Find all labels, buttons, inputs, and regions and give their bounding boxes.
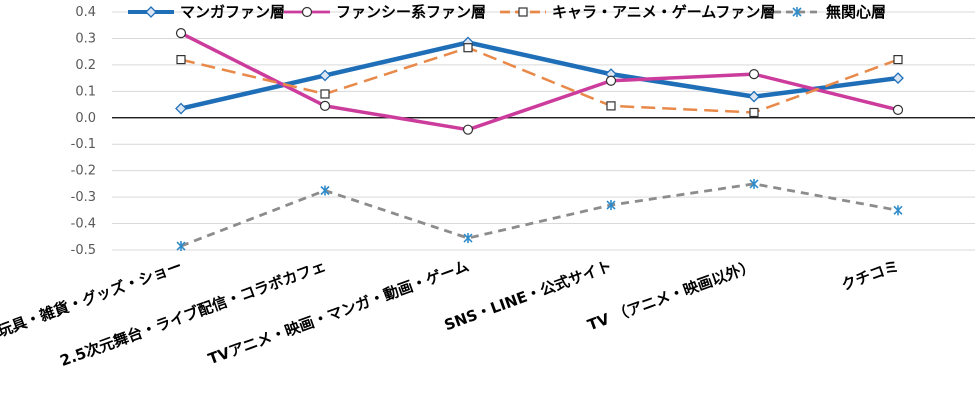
legend-marker <box>301 6 313 18</box>
series-line <box>180 40 899 111</box>
y-tick-label: 0.1 <box>75 84 96 99</box>
y-tick-label: -0.4 <box>71 217 96 232</box>
series-line <box>180 31 899 132</box>
data-point <box>606 101 616 111</box>
data-point <box>892 104 904 115</box>
y-tick-label: 0.3 <box>75 31 96 46</box>
legend-label: キャラ・アニメ・ゲームファン層 <box>552 3 775 21</box>
data-point <box>748 69 760 80</box>
data-point <box>319 100 331 111</box>
legend-item: 無関心層 <box>774 3 886 21</box>
y-tick-label: -0.3 <box>71 190 96 205</box>
y-tick-label: 0.4 <box>75 5 96 20</box>
data-point <box>320 89 330 99</box>
legend-marker <box>518 7 528 17</box>
category-label: TVアニメ・映画・マンガ・動画・ゲーム <box>206 257 472 368</box>
series-line <box>180 182 899 248</box>
category-label: クチコミ <box>839 257 902 294</box>
y-tick-label: 0.2 <box>75 58 96 73</box>
legend-label: マンガファン層 <box>180 3 285 21</box>
y-tick-label: -0.5 <box>71 243 96 258</box>
data-point <box>605 75 617 86</box>
series-line <box>180 46 899 114</box>
data-point <box>176 54 186 65</box>
data-point <box>893 54 903 65</box>
data-point <box>748 90 760 103</box>
data-point <box>175 102 187 115</box>
legend-item: キャラ・アニメ・ゲームファン層 <box>500 3 775 21</box>
data-point <box>320 185 330 196</box>
data-point <box>606 200 616 211</box>
gridlines <box>112 11 975 251</box>
x-axis-category-labels: 玩具・雑貨・グッズ・ショー2.5次元舞台・ライブ配信・コラボカフェTVアニメ・映… <box>0 257 901 370</box>
data-point <box>319 69 331 82</box>
category-label: 2.5次元舞台・ライブ配信・コラボカフェ <box>58 257 329 370</box>
series-markers <box>175 28 904 252</box>
data-point <box>463 233 473 244</box>
series-lines <box>180 31 899 248</box>
data-point <box>462 124 474 135</box>
data-point <box>175 28 187 39</box>
data-point <box>463 43 473 53</box>
legend-label: 無関心層 <box>826 3 886 21</box>
legend-marker <box>145 6 157 18</box>
data-point <box>892 72 904 85</box>
legend-item: マンガファン層 <box>128 3 285 21</box>
y-axis-tick-labels: 0.4 0.3 0.2 0.1 0.0 -0.1 -0.2 -0.3 -0.4 -0.5 <box>71 5 96 258</box>
y-tick-label: -0.1 <box>71 137 96 152</box>
data-point <box>749 178 759 189</box>
y-tick-label: 0.0 <box>75 111 96 126</box>
data-point <box>176 241 186 252</box>
data-point <box>893 205 903 216</box>
y-tick-label: -0.2 <box>71 164 96 179</box>
legend-label: ファンシー系ファン層 <box>336 3 486 21</box>
legend-item: ファンシー系ファン層 <box>284 3 486 21</box>
legend-marker <box>792 7 802 17</box>
legend: マンガファン層 ファンシー系ファン層 キャラ・アニメ・ゲームファン層 無関心層 <box>128 3 886 21</box>
data-point <box>749 107 759 118</box>
